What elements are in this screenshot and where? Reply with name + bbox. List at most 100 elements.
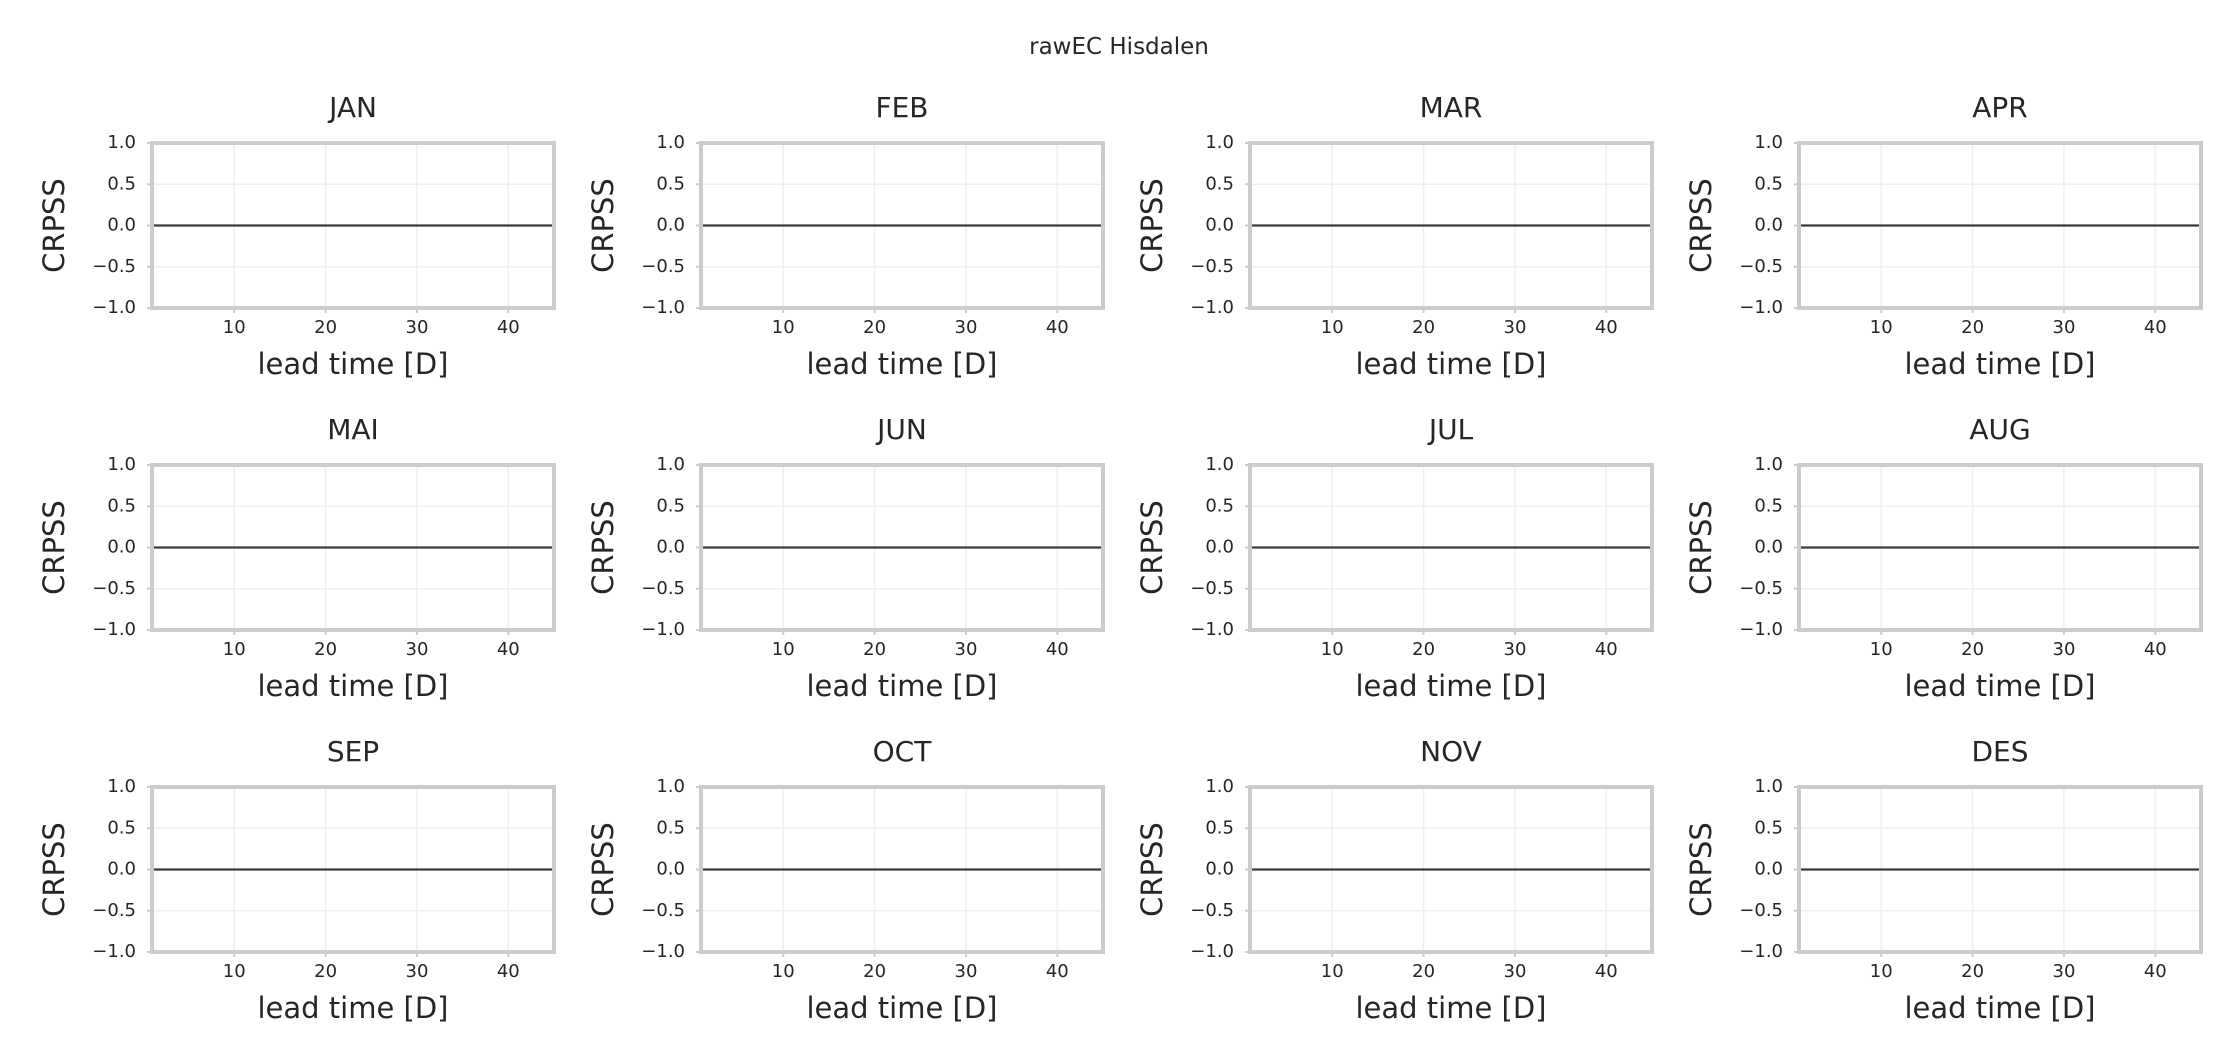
y-tick-label: −1.0 [1739, 941, 1783, 962]
panel-nov: 10 20 30 40 −1.0 −0.5 0.0 0.5 1.0 NOV lead time [D… [1135, 735, 1654, 1025]
y-tick-label: 1.0 [107, 132, 136, 153]
panel-apr: 10 20 30 40 −1.0 −0.5 0.0 0.5 1.0 APR lead time [D… [1684, 91, 2203, 381]
y-tick-label: −0.5 [1190, 578, 1234, 599]
x-tick-label: 30 [1504, 639, 1527, 660]
y-tick-label: 0.5 [107, 495, 136, 516]
y-axis-label: CRPSS [1684, 178, 1718, 273]
x-axis-label: lead time [D] [1356, 669, 1547, 703]
x-tick-label: 30 [406, 639, 429, 660]
x-tick-label: 40 [2144, 639, 2167, 660]
y-axis-label: CRPSS [37, 178, 71, 273]
panel-title: MAR [1420, 91, 1483, 124]
x-axis-label: lead time [D] [1905, 347, 2096, 381]
y-axis-label: CRPSS [37, 822, 71, 917]
panel-des: 10 20 30 40 −1.0 −0.5 0.0 0.5 1.0 DES lead time [D… [1684, 735, 2203, 1025]
y-tick-label: −0.5 [641, 900, 685, 921]
y-tick-label: 1.0 [1754, 454, 1783, 475]
panel-title: APR [1972, 91, 2028, 124]
panel-mar: 10 20 30 40 −1.0 −0.5 0.0 0.5 1.0 MAR lead time [D… [1135, 91, 1654, 381]
y-tick-label: 1.0 [656, 776, 685, 797]
x-tick-label: 20 [1961, 639, 1984, 660]
x-axis-label: lead time [D] [1905, 669, 2096, 703]
y-tick-label: 1.0 [1754, 776, 1783, 797]
x-tick-label: 10 [1870, 317, 1893, 338]
x-tick-label: 10 [223, 639, 246, 660]
panel-title: JUN [875, 413, 927, 446]
x-tick-label: 40 [497, 317, 520, 338]
x-tick-label: 20 [863, 639, 886, 660]
x-tick-label: 20 [863, 317, 886, 338]
x-tick-label: 10 [772, 961, 795, 982]
panel-oct: 10 20 30 40 −1.0 −0.5 0.0 0.5 1.0 OCT lead time [D… [586, 735, 1105, 1025]
x-tick-label: 10 [1321, 961, 1344, 982]
y-tick-label: 0.5 [656, 173, 685, 194]
panel-title: JUL [1427, 413, 1474, 446]
x-tick-label: 20 [1412, 317, 1435, 338]
x-axis-label: lead time [D] [807, 347, 998, 381]
y-tick-label: −0.5 [1190, 900, 1234, 921]
y-tick-label: 0.0 [1205, 215, 1234, 236]
y-axis-label: CRPSS [1135, 500, 1169, 595]
y-tick-label: −0.5 [1739, 900, 1783, 921]
y-tick-label: 0.0 [1205, 537, 1234, 558]
y-tick-label: −0.5 [1739, 578, 1783, 599]
y-axis-label: CRPSS [586, 178, 620, 273]
y-tick-label: −0.5 [92, 900, 136, 921]
y-tick-label: −0.5 [92, 578, 136, 599]
y-tick-label: 0.0 [1205, 859, 1234, 880]
y-tick-label: 1.0 [1205, 776, 1234, 797]
x-tick-label: 30 [1504, 961, 1527, 982]
x-tick-label: 20 [314, 639, 337, 660]
x-tick-label: 40 [1595, 317, 1618, 338]
y-axis-label: CRPSS [586, 500, 620, 595]
panel-sep: 10 20 30 40 −1.0 −0.5 0.0 0.5 1.0 SEP lead time [D… [37, 735, 556, 1025]
x-tick-label: 20 [1961, 961, 1984, 982]
x-tick-label: 30 [955, 961, 978, 982]
y-tick-label: −1.0 [641, 297, 685, 318]
panel-aug: 10 20 30 40 −1.0 −0.5 0.0 0.5 1.0 AUG lead time [D… [1684, 413, 2203, 703]
x-tick-label: 40 [2144, 961, 2167, 982]
y-tick-label: −1.0 [1190, 297, 1234, 318]
y-tick-label: 0.0 [107, 859, 136, 880]
x-tick-label: 10 [1870, 961, 1893, 982]
x-tick-label: 10 [1321, 639, 1344, 660]
panel-title: JAN [327, 91, 377, 124]
x-tick-label: 30 [2053, 961, 2076, 982]
x-tick-label: 40 [1595, 961, 1618, 982]
x-tick-label: 30 [955, 317, 978, 338]
y-axis-label: CRPSS [1684, 822, 1718, 917]
x-axis-label: lead time [D] [807, 991, 998, 1025]
y-tick-label: 1.0 [1205, 454, 1234, 475]
x-tick-label: 30 [406, 961, 429, 982]
y-tick-label: 1.0 [1205, 132, 1234, 153]
y-tick-label: −1.0 [1190, 619, 1234, 640]
panel-grid: 10 20 30 40 −1.0 −0.5 0.0 0.5 1.0 JAN lead time [D… [37, 91, 2203, 1025]
y-tick-label: 0.0 [656, 537, 685, 558]
y-axis-label: CRPSS [1135, 822, 1169, 917]
x-tick-label: 40 [497, 961, 520, 982]
x-tick-label: 40 [1046, 639, 1069, 660]
x-tick-label: 20 [863, 961, 886, 982]
x-tick-label: 20 [314, 961, 337, 982]
x-axis-label: lead time [D] [258, 991, 449, 1025]
y-tick-label: 0.0 [107, 537, 136, 558]
y-tick-label: −0.5 [1739, 256, 1783, 277]
y-tick-label: −1.0 [92, 941, 136, 962]
x-tick-label: 10 [1870, 639, 1893, 660]
panel-title: DES [1971, 735, 2028, 768]
panel-mai: 10 20 30 40 −1.0 −0.5 0.0 0.5 1.0 MAI lead time [D… [37, 413, 556, 703]
panel-feb: 10 20 30 40 −1.0 −0.5 0.0 0.5 1.0 FEB lead time [D… [586, 91, 1105, 381]
y-tick-label: 0.0 [656, 215, 685, 236]
y-axis-label: CRPSS [586, 822, 620, 917]
y-tick-label: −0.5 [1190, 256, 1234, 277]
y-tick-label: 0.5 [1205, 495, 1234, 516]
y-tick-label: 0.5 [107, 817, 136, 838]
y-tick-label: 0.5 [1205, 173, 1234, 194]
x-axis-label: lead time [D] [1356, 991, 1547, 1025]
y-tick-label: 0.5 [1754, 817, 1783, 838]
y-axis-label: CRPSS [37, 500, 71, 595]
x-tick-label: 30 [2053, 317, 2076, 338]
y-tick-label: −1.0 [641, 619, 685, 640]
x-axis-label: lead time [D] [1356, 347, 1547, 381]
